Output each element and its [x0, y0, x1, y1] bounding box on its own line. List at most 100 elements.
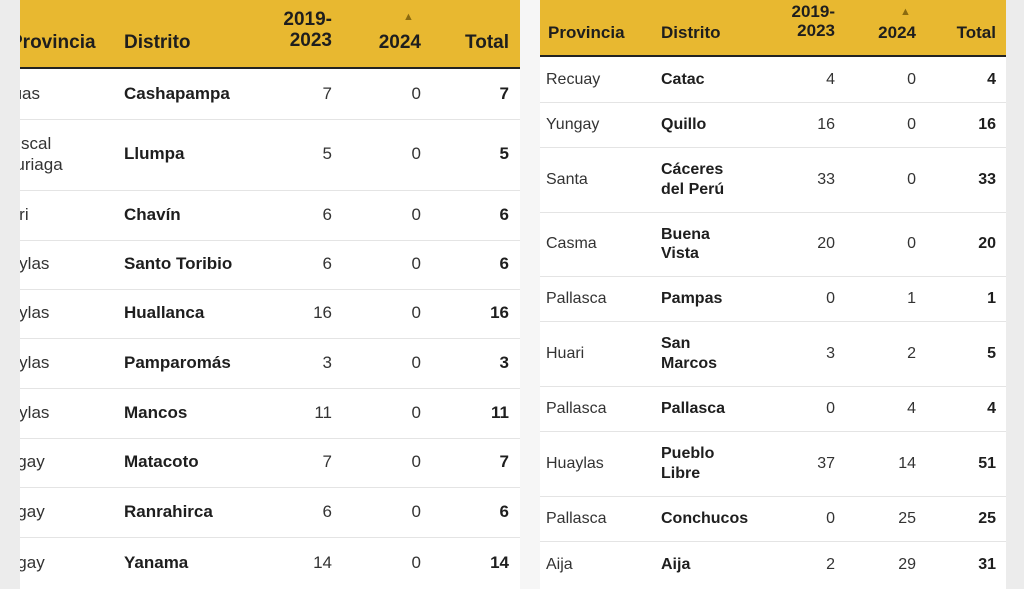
cell-total: 33 [978, 170, 996, 188]
cell-2024: 0 [907, 235, 916, 253]
cell-2024: 0 [411, 402, 421, 422]
cell-2024: 0 [411, 254, 421, 274]
cell-2024: 29 [898, 556, 916, 574]
cell-total: 16 [490, 303, 509, 323]
cell-total: 7 [499, 83, 509, 103]
table-row[interactable]: Casma Buena Vista 20 0 20 [540, 212, 1006, 277]
col-header-provincia[interactable]: Provincia [20, 32, 96, 53]
cell-provincia: Santa [546, 170, 588, 188]
cell-2024: 0 [411, 83, 421, 103]
cell-2024: 1 [907, 289, 916, 307]
table-left: Provincia Distrito 2019- 2023 ▲ 2024 Tot… [20, 0, 520, 589]
cell-distrito: Pallasca [661, 399, 726, 417]
cell-2019-2023: 5 [322, 144, 332, 164]
table-row[interactable]: Yungay Yanama 14 0 14 [20, 537, 520, 589]
cell-2024: 0 [907, 170, 916, 188]
col-header-2019-2023[interactable]: 2019- 2023 [283, 9, 332, 51]
cell-total: 16 [978, 115, 996, 133]
col-header-provincia[interactable]: Provincia [548, 23, 625, 42]
cell-distrito: Buena Vista [661, 225, 710, 262]
col-header-distrito[interactable]: Distrito [124, 32, 191, 53]
cell-2019-2023: 7 [322, 83, 332, 103]
cell-total: 5 [987, 344, 996, 362]
cell-2024: 4 [907, 399, 916, 417]
table-row[interactable]: Recuay Catac 4 0 4 [540, 57, 1006, 103]
col-header-2024[interactable]: 2024 [378, 32, 421, 53]
cell-distrito: Quillo [661, 115, 707, 133]
cell-provincia: Recuay [546, 70, 601, 88]
cell-total: 4 [987, 399, 996, 417]
cell-distrito: Aija [661, 556, 691, 574]
cell-total: 1 [987, 289, 996, 307]
table-header: Provincia Distrito 2019- 2023 ▲ 2024 Tot… [540, 0, 1006, 57]
cell-2019-2023: 3 [322, 352, 332, 372]
cell-total: 3 [499, 352, 509, 372]
cell-provincia: Huaylas [20, 254, 50, 274]
table-right: Provincia Distrito 2019- 2023 ▲ 2024 Tot… [540, 0, 1006, 589]
cell-2024: 0 [411, 204, 421, 224]
cell-2019-2023: 20 [817, 235, 835, 253]
cell-total: 25 [978, 509, 996, 527]
cell-distrito: Chavín [124, 204, 181, 224]
cell-provincia: Yungay [20, 501, 45, 521]
table-row[interactable]: Santa Cáceres del Perú 33 0 33 [540, 147, 1006, 213]
cell-distrito: San Marcos [661, 335, 718, 372]
cell-2019-2023: 0 [826, 509, 835, 527]
col-header-2024[interactable]: 2024 [878, 23, 916, 42]
cell-provincia: Pallasca [546, 399, 607, 417]
table-row[interactable]: Huaylas Mancos 11 0 11 [20, 388, 520, 439]
table-row[interactable]: Mariscal Luzuriaga Llumpa 5 0 5 [20, 119, 520, 191]
cell-2019-2023: 11 [314, 402, 332, 422]
table-row[interactable]: Huari Chavín 6 0 6 [20, 190, 520, 241]
table-row[interactable]: Huaylas Pamparomás 3 0 3 [20, 338, 520, 389]
cell-distrito: Conchucos [661, 509, 749, 527]
cell-distrito: Pueblo Libre [661, 445, 715, 482]
cell-2019-2023: 2 [826, 556, 835, 574]
cell-2019-2023: 33 [817, 170, 835, 188]
table-row[interactable]: Aija Aija 2 29 31 [540, 541, 1006, 589]
cell-distrito: Llumpa [124, 144, 185, 164]
cell-total: 14 [490, 552, 509, 572]
col-header-2019-2023[interactable]: 2019- 2023 [791, 2, 835, 40]
cell-2024: 0 [907, 115, 916, 133]
col-header-total[interactable]: Total [465, 32, 509, 53]
table-row[interactable]: Pallasca Pampas 0 1 1 [540, 276, 1006, 322]
cell-total: 20 [978, 235, 996, 253]
cell-2019-2023: 14 [313, 552, 332, 572]
table-row[interactable]: Yungay Ranrahirca 6 0 6 [20, 487, 520, 538]
table-row[interactable]: Huaylas Santo Toribio 6 0 6 [20, 240, 520, 290]
cell-provincia: Yungay [20, 452, 45, 472]
cell-provincia: Aija [546, 556, 573, 574]
table-row[interactable]: Sihuas Cashapampa 7 0 7 [20, 69, 520, 120]
cell-provincia: Pallasca [546, 509, 607, 527]
cell-total: 5 [499, 144, 509, 164]
cell-2019-2023: 4 [826, 70, 835, 88]
cell-provincia: Huaylas [546, 454, 604, 472]
table-row[interactable]: Huaylas Huallanca 16 0 16 [20, 289, 520, 339]
cell-2024: 25 [898, 509, 916, 527]
panel-gap [520, 0, 540, 589]
cell-2019-2023: 6 [322, 501, 332, 521]
cell-2019-2023: 3 [826, 344, 835, 362]
cell-2019-2023: 37 [817, 454, 835, 472]
cell-2024: 0 [411, 144, 421, 164]
cell-provincia: Pallasca [546, 289, 607, 307]
cell-total: 6 [499, 254, 509, 274]
cell-provincia: Huaylas [20, 352, 50, 372]
cell-distrito: Santo Toribio [124, 254, 233, 274]
table-row[interactable]: Huari San Marcos 3 2 5 [540, 321, 1006, 387]
table-row[interactable]: Yungay Quillo 16 0 16 [540, 102, 1006, 148]
table-row[interactable]: Yungay Matacoto 7 0 7 [20, 438, 520, 488]
cell-2019-2023: 0 [826, 289, 835, 307]
cell-2024: 14 [898, 454, 916, 472]
table-row[interactable]: Pallasca Pallasca 0 4 4 [540, 386, 1006, 432]
table-row[interactable]: Pallasca Conchucos 0 25 25 [540, 496, 1006, 542]
cell-provincia: Huaylas [20, 402, 50, 422]
col-header-total[interactable]: Total [956, 23, 996, 42]
cell-total: 51 [978, 454, 996, 472]
col-header-distrito[interactable]: Distrito [661, 23, 721, 42]
table-row[interactable]: Huaylas Pueblo Libre 37 14 51 [540, 431, 1006, 497]
cell-2024: 0 [411, 452, 421, 472]
cell-2024: 0 [411, 552, 421, 572]
cell-total: 6 [499, 501, 509, 521]
